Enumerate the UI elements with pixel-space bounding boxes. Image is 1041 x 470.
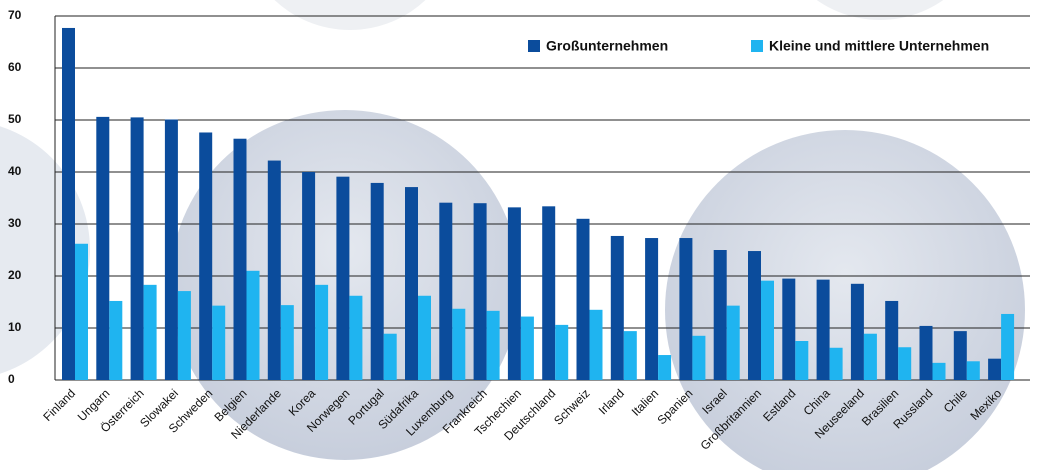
bar [212, 305, 226, 380]
bar [62, 27, 75, 381]
bar [109, 300, 123, 380]
bar [988, 358, 1002, 380]
bar [383, 333, 397, 380]
bar [576, 218, 590, 380]
bar [829, 347, 843, 380]
bar [932, 362, 946, 380]
bar [863, 333, 877, 380]
bar [199, 132, 213, 380]
bar [267, 160, 281, 380]
bar [1001, 313, 1015, 380]
bar [542, 206, 556, 380]
legend-label: Kleine und mittlere Unternehmen [769, 38, 989, 54]
bar [302, 172, 316, 380]
bar [507, 207, 521, 380]
bar [589, 309, 603, 380]
bar [748, 251, 761, 380]
y-tick-label: 50 [8, 112, 22, 126]
bar [953, 331, 967, 380]
bar [486, 310, 500, 380]
bar [405, 187, 418, 380]
bar [164, 119, 178, 380]
bar [692, 335, 706, 380]
bar [280, 305, 294, 380]
y-tick-label: 40 [8, 164, 22, 178]
bar [143, 284, 157, 380]
bar [370, 182, 384, 380]
bar [816, 279, 830, 380]
bar [966, 361, 980, 380]
legend-swatch [528, 40, 540, 52]
bar [75, 243, 88, 380]
bar [336, 176, 350, 380]
bar [520, 316, 534, 380]
bar [177, 291, 191, 380]
y-tick-label: 60 [8, 60, 22, 74]
legend-swatch [751, 40, 763, 52]
bar [473, 203, 487, 380]
bar [349, 295, 363, 380]
bar [850, 283, 864, 380]
bar [246, 270, 260, 380]
y-tick-label: 30 [8, 216, 22, 230]
bar [919, 325, 933, 380]
bar [623, 331, 637, 380]
decor [274, 0, 426, 30]
bar [130, 117, 144, 381]
bar [782, 278, 796, 380]
bar [418, 295, 431, 380]
decor [665, 130, 1025, 470]
bar [885, 300, 899, 380]
decor [816, 0, 944, 20]
bar [713, 250, 727, 380]
bar [452, 308, 466, 380]
bar [233, 138, 247, 380]
bar [898, 347, 912, 380]
y-tick-label: 20 [8, 268, 22, 282]
bar [679, 238, 693, 380]
bar [610, 235, 624, 380]
bar [555, 324, 569, 380]
bar [645, 238, 659, 380]
bar [761, 280, 774, 380]
bar [439, 202, 453, 380]
y-tick-label: 10 [8, 320, 22, 334]
y-tick-label: 0 [8, 372, 15, 386]
bar [315, 284, 329, 380]
bar [726, 305, 740, 380]
legend-label: Großunternehmen [546, 38, 668, 54]
bar [795, 341, 809, 380]
bar [658, 355, 672, 380]
bar [96, 116, 110, 380]
y-tick-label: 70 [8, 8, 22, 22]
